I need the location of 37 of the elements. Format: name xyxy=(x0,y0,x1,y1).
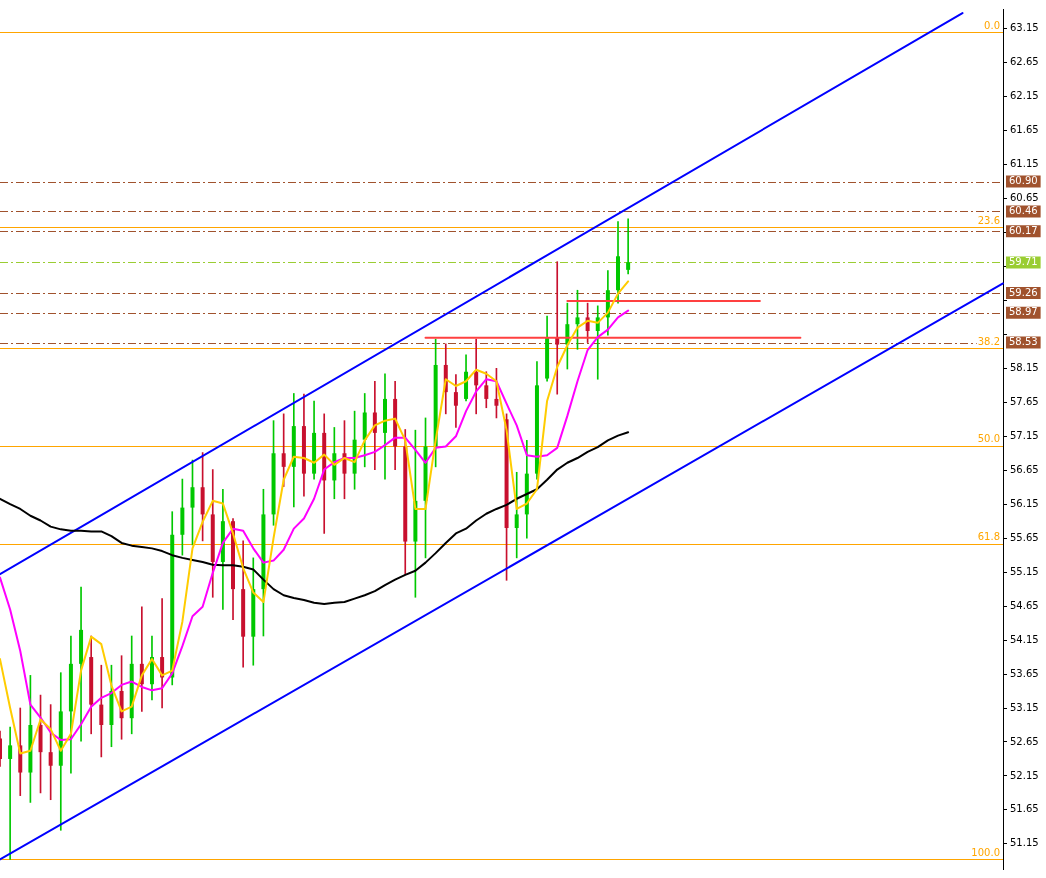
annotation: 50.0 xyxy=(977,433,1000,445)
candlestick xyxy=(626,218,631,275)
ref-line-label: 59.71 xyxy=(1009,255,1038,267)
candlestick xyxy=(8,726,13,860)
candlestick xyxy=(99,664,104,758)
y-tick-label: 51.15 xyxy=(1010,837,1039,849)
y-tick-label: 52.65 xyxy=(1010,735,1039,747)
annotation: 61.8 xyxy=(977,531,1000,543)
y-tick-label: 61.65 xyxy=(1010,124,1039,136)
y-tick-label: 55.65 xyxy=(1010,531,1039,543)
annotation: 0.0 xyxy=(984,19,1000,31)
y-tick-label: 53.15 xyxy=(1010,701,1039,713)
y-tick-label: 56.15 xyxy=(1010,497,1039,509)
y-tick-label: 54.65 xyxy=(1010,599,1039,611)
y-tick-label: 57.15 xyxy=(1010,429,1039,441)
y-tick-label: 58.15 xyxy=(1010,361,1039,373)
annotation: 23.6 xyxy=(977,214,1000,226)
annotation: 38.2 xyxy=(977,335,1000,347)
ref-line-label: 60.17 xyxy=(1009,224,1038,236)
ref-line-label: 60.90 xyxy=(1009,175,1038,187)
y-tick-label: 60.65 xyxy=(1010,192,1039,204)
ref-line-label: 58.97 xyxy=(1009,306,1038,318)
y-tick-label: 62.65 xyxy=(1010,56,1039,68)
ref-line-label: 59.26 xyxy=(1009,286,1038,298)
ref-line-label: 60.46 xyxy=(1009,205,1038,217)
ref-line-label: 58.53 xyxy=(1009,336,1038,348)
y-tick-label: 53.65 xyxy=(1010,667,1039,679)
y-tick-label: 55.15 xyxy=(1010,565,1039,577)
y-tick-label: 61.15 xyxy=(1010,158,1039,170)
y-tick-label: 52.15 xyxy=(1010,769,1039,781)
y-tick-label: 62.15 xyxy=(1010,90,1039,102)
y-tick-label: 63.15 xyxy=(1010,22,1039,34)
y-tick-label: 51.65 xyxy=(1010,803,1039,815)
annotation: 100.0 xyxy=(971,847,1000,859)
y-tick-label: 54.15 xyxy=(1010,633,1039,645)
y-tick-label: 57.65 xyxy=(1010,395,1039,407)
y-tick-label: 56.65 xyxy=(1010,463,1039,475)
